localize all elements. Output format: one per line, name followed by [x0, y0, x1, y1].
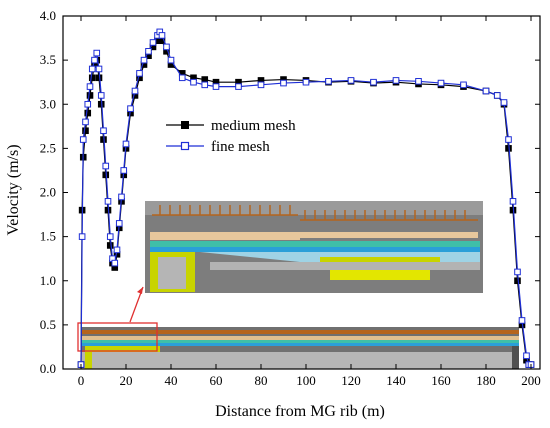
data-point-fine-mesh [113, 246, 121, 254]
y-tick-label: 2.0 [40, 185, 56, 200]
data-point-fine-mesh [100, 127, 107, 135]
x-tick-label: 60 [210, 373, 223, 388]
data-point-medium-mesh [88, 74, 96, 82]
data-point-fine-mesh [347, 77, 355, 84]
data-point-fine-mesh [325, 78, 332, 85]
data-point-fine-mesh [140, 56, 148, 64]
data-point-fine-mesh [167, 56, 175, 64]
legend-label-fine: fine mesh [211, 139, 270, 155]
legend-marker-fine [180, 141, 190, 151]
data-point-fine-mesh [78, 233, 86, 240]
data-point-fine-mesh [145, 48, 152, 55]
x-tick-label: 120 [341, 373, 361, 388]
data-point-fine-mesh [257, 81, 265, 89]
y-tick-label: 4.0 [40, 8, 56, 23]
data-point-fine-mesh [84, 100, 92, 108]
data-point-fine-mesh [111, 259, 119, 267]
data-point-medium-mesh [82, 127, 89, 135]
data-point-fine-mesh [86, 83, 94, 90]
data-point-fine-mesh [178, 74, 186, 82]
y-tick-label: 3.0 [40, 96, 56, 111]
data-point-medium-mesh [201, 76, 209, 83]
data-point-fine-mesh [120, 167, 128, 174]
x-tick-label: 180 [476, 373, 496, 388]
data-point-fine-mesh [149, 39, 157, 46]
x-tick-label: 140 [386, 373, 406, 388]
x-tick-label: 100 [296, 373, 316, 388]
x-tick-label: 200 [521, 373, 541, 388]
data-point-fine-mesh [163, 43, 170, 51]
legend-marker-medium [181, 121, 189, 129]
series-layer [77, 28, 535, 368]
data-point-fine-mesh [122, 140, 130, 148]
y-axis-title: Velocity (m/s) [5, 144, 22, 235]
data-point-fine-mesh [82, 118, 89, 126]
inset-schematic-strip [81, 327, 519, 369]
data-point-medium-mesh [106, 242, 114, 249]
y-tick-label: 0.0 [40, 361, 56, 376]
x-tick-label: 160 [431, 373, 451, 388]
data-point-fine-mesh [115, 220, 123, 227]
data-point-medium-mesh [514, 277, 521, 285]
data-point-fine-mesh [505, 136, 512, 143]
y-tick-label: 1.0 [40, 273, 56, 288]
data-point-fine-mesh [482, 87, 490, 95]
data-point-fine-mesh [102, 162, 110, 170]
ticks-layer: 0 20 40 60 80 100 120 140 160 180 200 0.0 0.5 1.0 1.5 2… [40, 8, 541, 388]
data-point-medium-mesh [84, 109, 92, 117]
data-point-fine-mesh [201, 81, 209, 89]
x-tick-label: 40 [165, 373, 178, 388]
data-point-fine-mesh [104, 198, 112, 205]
legend: medium mesh fine mesh [166, 118, 296, 155]
data-point-fine-mesh [280, 79, 287, 87]
data-point-fine-mesh [158, 32, 166, 39]
data-point-fine-mesh [79, 136, 87, 143]
y-tick-label: 3.5 [40, 52, 56, 67]
data-point-fine-mesh [88, 65, 96, 73]
data-point-medium-mesh [86, 92, 94, 99]
data-point-fine-mesh [136, 70, 143, 77]
data-point-fine-mesh [95, 65, 103, 73]
data-point-fine-mesh [93, 49, 101, 57]
data-point-fine-mesh [518, 317, 526, 324]
data-point-fine-mesh [392, 77, 400, 84]
y-tick-label: 2.5 [40, 140, 56, 155]
data-point-fine-mesh [106, 233, 114, 240]
data-point-fine-mesh [302, 78, 310, 86]
y-tick-label: 0.5 [40, 317, 56, 332]
x-axis-title: Distance from MG rib (m) [215, 403, 385, 420]
data-point-fine-mesh [370, 78, 377, 86]
legend-label-medium: medium mesh [211, 118, 296, 134]
y-tick-label: 1.5 [40, 229, 56, 244]
data-point-fine-mesh [190, 78, 197, 86]
data-point-fine-mesh [460, 81, 467, 89]
data-point-fine-mesh [235, 83, 242, 90]
data-point-fine-mesh [437, 79, 445, 87]
data-point-fine-mesh [131, 87, 139, 95]
data-point-fine-mesh [127, 105, 134, 112]
inset-schematic [145, 201, 483, 293]
x-tick-label: 0 [78, 373, 85, 388]
data-point-fine-mesh [493, 92, 501, 99]
data-point-fine-mesh [500, 99, 508, 106]
data-point-fine-mesh [514, 268, 521, 276]
x-tick-label: 20 [120, 373, 133, 388]
data-point-fine-mesh [523, 352, 530, 360]
data-point-fine-mesh [509, 198, 517, 205]
zoom-highlight [77, 286, 158, 352]
data-point-fine-mesh [118, 193, 125, 201]
x-tick-label: 80 [255, 373, 268, 388]
data-point-fine-mesh [212, 83, 220, 90]
data-point-fine-mesh [415, 78, 422, 85]
data-point-fine-mesh [91, 56, 98, 64]
data-point-fine-mesh [97, 92, 105, 99]
